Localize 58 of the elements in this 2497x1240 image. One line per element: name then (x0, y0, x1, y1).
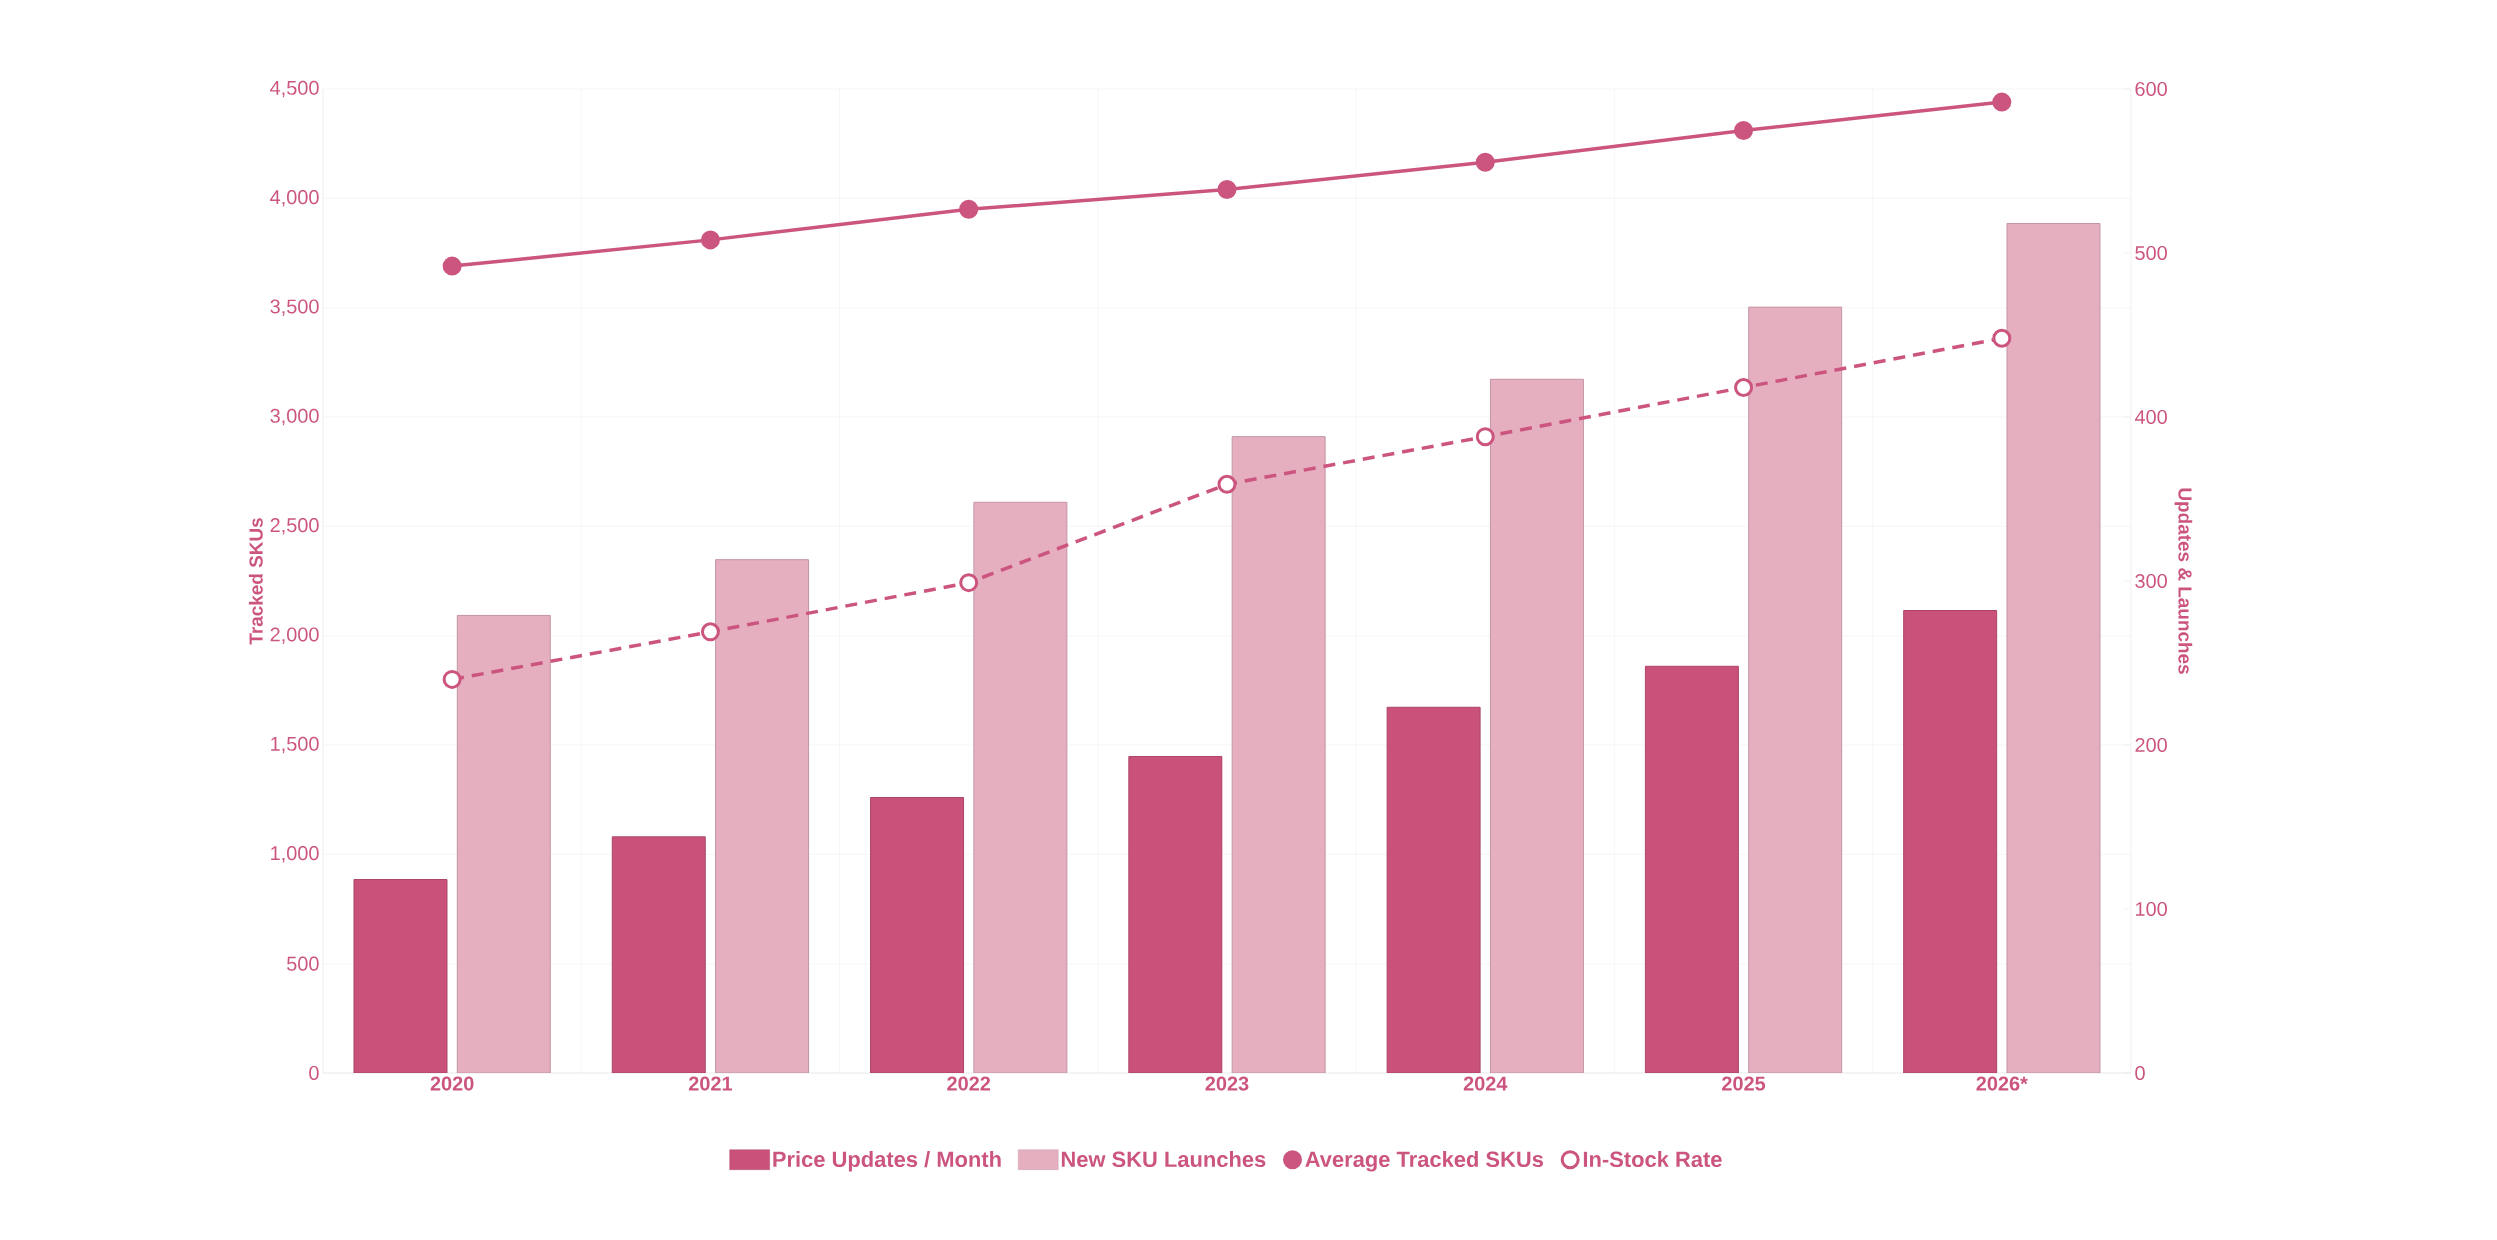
bar (1644, 665, 1739, 1073)
y-tick-label: 2,000 (270, 627, 319, 644)
point (442, 669, 462, 689)
y-tick-label: 3,000 (270, 408, 319, 426)
x-tick-label: 2023 (1205, 1076, 1249, 1091)
y-tick-label: 1,500 (271, 736, 319, 754)
point (1475, 152, 1495, 172)
legend-label: New SKU Launches (1061, 1150, 1266, 1168)
bar (1128, 755, 1223, 1073)
y-tick-label: 2,500 (270, 518, 319, 535)
bar (353, 878, 448, 1073)
y-tick-label: 4,500 (270, 80, 319, 98)
point (1734, 377, 1754, 397)
point (442, 256, 462, 276)
bar (715, 559, 810, 1073)
y-tick-label: 1,000 (271, 846, 319, 863)
y-axis-title: Tracked SKUs (248, 518, 263, 645)
y2-tick-label: 600 (2135, 81, 2167, 97)
y-tick-label: 3,500 (270, 299, 319, 316)
bar (456, 614, 551, 1073)
x-tick-label: 2025 (1722, 1076, 1766, 1091)
x-tick-label: 2026* (1976, 1076, 2028, 1091)
x-tick-label: 2021 (688, 1076, 733, 1091)
bar (2006, 222, 2101, 1073)
bar (973, 501, 1068, 1073)
point (959, 199, 979, 219)
point (1992, 328, 2012, 348)
bar (1903, 610, 1998, 1073)
bar (1489, 378, 1584, 1073)
point (700, 230, 720, 250)
point (700, 622, 720, 642)
legend-label: In-Stock Rate (1583, 1150, 1722, 1168)
bar (1386, 706, 1481, 1073)
y-tick-label: 0 (309, 1065, 319, 1081)
y-tick-label: 500 (287, 956, 319, 971)
bar (870, 796, 965, 1073)
y2-tick-label: 500 (2135, 245, 2167, 261)
y-tick-label: 4,000 (270, 190, 319, 207)
y2-tick-label: 200 (2135, 737, 2167, 753)
point (1217, 180, 1237, 200)
legend-label: Average Tracked SKUs (1305, 1150, 1543, 1172)
point (1734, 121, 1754, 141)
y2-axis-title: Updates & Launches (2174, 488, 2193, 674)
point (1992, 92, 2012, 112)
legend-label: Price Updates / Month (773, 1150, 1001, 1172)
point (1217, 474, 1237, 494)
x-tick-label: 2022 (947, 1076, 991, 1091)
bar (1748, 306, 1843, 1073)
x-tick-label: 2024 (1463, 1076, 1508, 1091)
bar (611, 836, 706, 1073)
x-tick-label: 2020 (430, 1076, 474, 1091)
y2-tick-label: 0 (2135, 1065, 2145, 1081)
y2-tick-label: 400 (2134, 409, 2167, 425)
y2-tick-label: 300 (2135, 573, 2167, 589)
y2-tick-label: 100 (2136, 901, 2167, 917)
bar (1231, 436, 1326, 1073)
point (1475, 427, 1495, 447)
point (959, 573, 979, 593)
